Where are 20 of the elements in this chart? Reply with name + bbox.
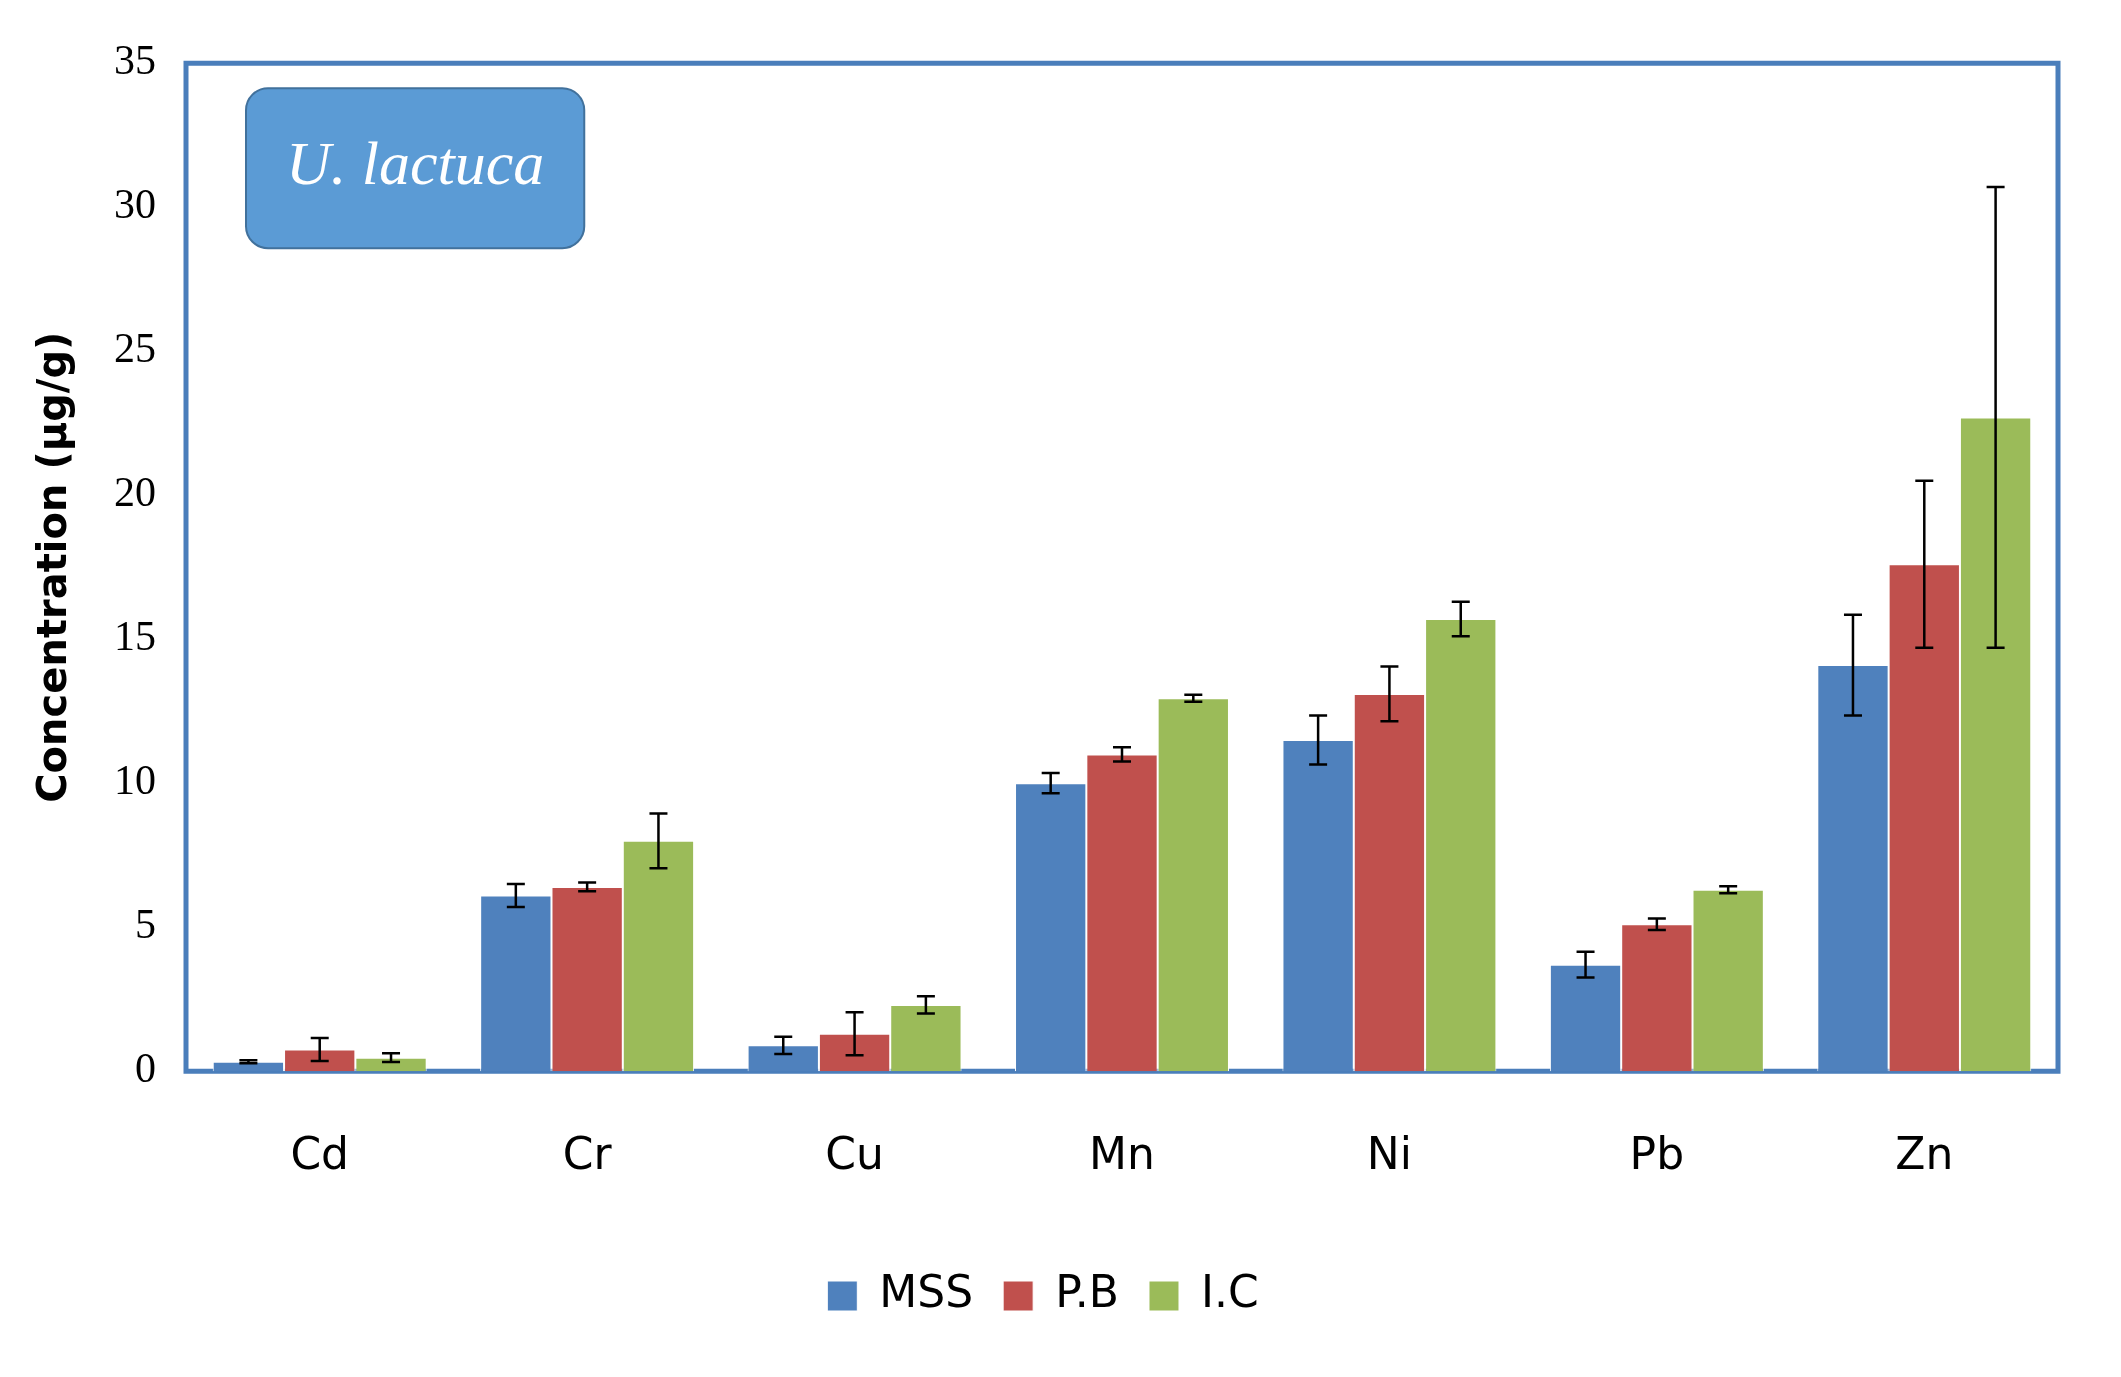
- annotation: U. lactuca: [286, 129, 545, 198]
- y-axis-title: Concentration (µg/g): [29, 331, 76, 803]
- x-tick-label: Cd: [290, 1128, 350, 1180]
- legend-label: P.B: [1055, 1266, 1119, 1318]
- x-tick-label: Cr: [562, 1128, 613, 1180]
- y-tick-label: 5: [135, 901, 156, 948]
- y-tick-label: 25: [114, 325, 156, 372]
- y-tick-label: 30: [114, 181, 156, 228]
- y-tick-label: 10: [114, 757, 156, 804]
- y-tick-label: 35: [114, 37, 156, 84]
- legend-label: MSS: [879, 1266, 974, 1318]
- x-tick-label: Ni: [1366, 1128, 1412, 1180]
- x-tick-label: Cu: [825, 1128, 884, 1180]
- y-tick-label: 20: [114, 469, 156, 516]
- x-tick-label: Mn: [1089, 1128, 1155, 1180]
- y-tick-label: 15: [114, 613, 156, 660]
- legend-label: I.C: [1200, 1266, 1259, 1318]
- x-tick-label: Pb: [1629, 1128, 1685, 1180]
- y-tick-label: 0: [135, 1045, 156, 1092]
- x-tick-label: Zn: [1895, 1128, 1954, 1180]
